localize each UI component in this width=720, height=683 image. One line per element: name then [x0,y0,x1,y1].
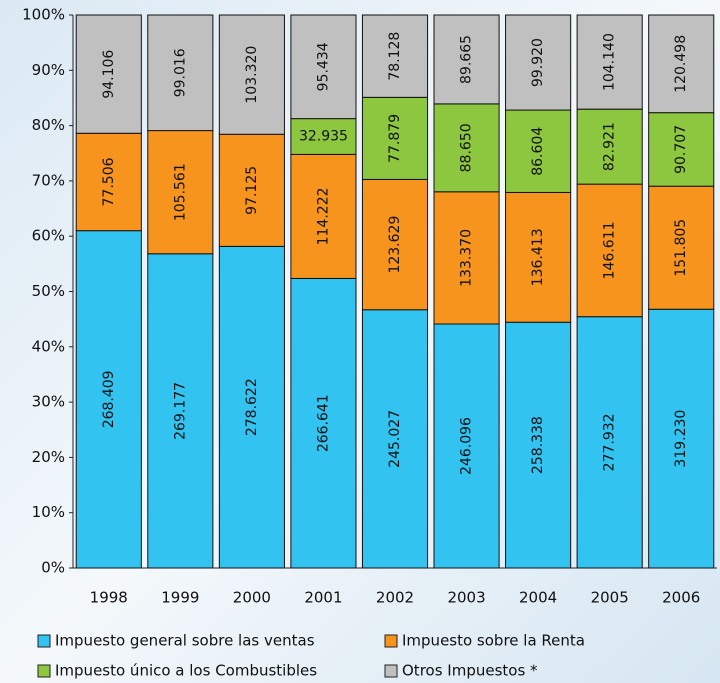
bar-segment [648,308,715,569]
value-label: 99.920 [530,38,546,87]
value-label: 77.506 [101,157,117,206]
bar-segment [218,245,285,569]
value-label: 123.629 [387,216,403,274]
y-tick-label: 10% [32,503,65,521]
bar-segment [433,191,500,325]
x-tick-label: 2002 [376,589,414,607]
legend-swatch [37,634,51,648]
y-tick-label: 0% [41,559,65,577]
bar-segment [433,14,500,105]
x-tick-label: 2004 [519,589,557,607]
legend-label: Impuesto sobre la Renta [402,632,585,650]
bar-segment [290,277,357,569]
value-label: 319.230 [673,410,689,468]
bar-segment [433,323,500,569]
value-label: 32.935 [299,129,348,145]
y-tick-label: 50% [32,282,65,300]
value-label: 103.320 [244,46,260,104]
value-label: 246.096 [459,417,475,475]
value-label: 104.140 [602,33,618,91]
value-label: 120.498 [673,35,689,93]
value-label: 268.409 [101,370,117,428]
value-label: 82.921 [602,122,618,171]
y-tick-label: 30% [32,393,65,411]
bar-segment [290,14,357,120]
bar-segment [218,133,285,247]
value-label: 95.434 [315,42,331,91]
y-tick-label: 90% [32,61,65,79]
bar-segment [361,96,429,180]
y-tick-label: 60% [32,227,65,245]
value-label: 105.561 [172,163,188,221]
legend-label: Impuesto único a los Combustibles [55,662,317,680]
value-label: 114.222 [315,187,331,245]
value-label: 258.338 [530,416,546,474]
value-label: 78.128 [387,32,403,81]
x-tick-label: 2003 [447,589,485,607]
bar-segment [290,118,357,155]
bar-segment [576,14,643,110]
bar-segment [75,14,142,134]
value-label: 136.413 [530,228,546,286]
bar-segment [218,14,285,135]
bar-segment [361,309,429,569]
bar-segment [147,253,214,569]
value-label: 77.879 [387,114,403,163]
value-label: 89.665 [459,35,475,84]
value-label: 94.106 [101,50,117,99]
y-tick-label: 70% [32,171,65,189]
y-tick-label: 80% [32,116,65,134]
bar-segment [576,316,643,569]
legend-label: Impuesto general sobre las ventas [55,632,315,650]
bar-segment [648,185,715,310]
bar-segment [648,112,715,187]
value-label: 266.641 [315,394,331,452]
y-tick-label: 100% [22,6,65,24]
legend-swatch [384,634,398,648]
bar-segment [505,321,572,569]
bar-segment [147,130,214,255]
bar-segment [433,103,500,193]
bar-segment [147,14,214,132]
value-label: 86.604 [530,127,546,176]
bar-segment [576,108,643,185]
value-label: 90.707 [673,125,689,174]
bar-segment [505,191,572,323]
bar-segment [361,14,429,98]
value-label: 278.622 [244,378,260,436]
value-label: 97.125 [244,166,260,215]
bar-segment [75,132,142,232]
x-tick-label: 2000 [233,589,271,607]
bar-segment [290,153,357,279]
value-label: 146.611 [602,221,618,279]
legend-swatch [37,664,51,678]
value-label: 133.370 [459,229,475,287]
x-tick-label: 1998 [90,589,128,607]
value-label: 245.027 [387,410,403,468]
x-tick-label: 2005 [591,589,629,607]
value-label: 99.016 [172,48,188,97]
bar-segment [361,178,429,311]
x-tick-label: 1999 [161,589,199,607]
legend-swatch [384,664,398,678]
x-tick-label: 2001 [304,589,342,607]
value-label: 269.177 [172,382,188,440]
bar-segment [648,14,715,114]
value-label: 151.805 [673,219,689,277]
x-tick-label: 2006 [662,589,700,607]
y-tick-label: 40% [32,337,65,355]
legend-label: Otros Impuestos * [402,662,538,680]
bar-segment [75,230,142,569]
bar-segment [505,14,572,111]
value-label: 88.650 [459,123,475,172]
value-label: 277.932 [602,413,618,471]
y-tick-label: 20% [32,448,65,466]
